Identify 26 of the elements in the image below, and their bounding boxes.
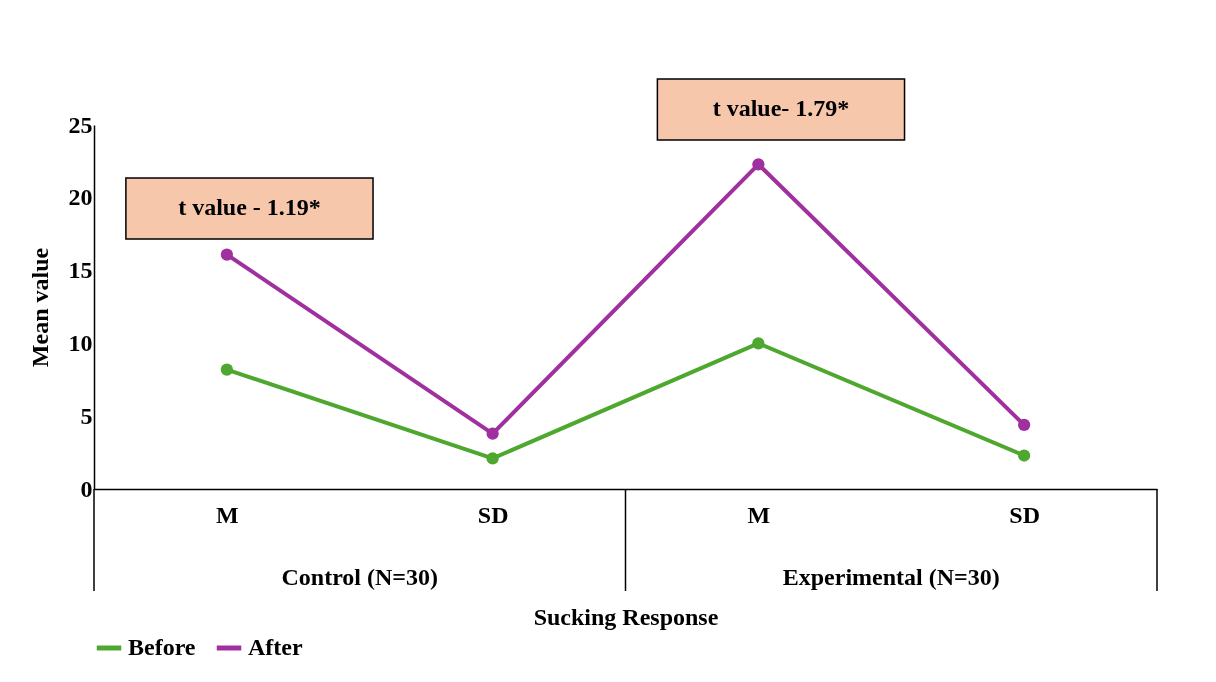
y-tick-label: 25 — [68, 111, 93, 138]
text: Experimental (N=30) — [782, 564, 1000, 590]
text: t value- 1.79* — [712, 95, 850, 121]
x-axis-title: Sucking Response — [533, 603, 719, 630]
y-tick-label: 0 — [80, 475, 93, 502]
point — [1018, 418, 1031, 432]
x-tick-label: M — [216, 501, 239, 528]
text: Control (N=30) — [281, 564, 439, 590]
point — [486, 452, 499, 465]
point — [486, 427, 499, 440]
x-tick-label: SD — [477, 501, 509, 528]
legend-label: After — [248, 634, 303, 660]
y-tick-label: 10 — [68, 329, 93, 356]
y-tick-label: 20 — [68, 184, 93, 211]
y-tick-label: 5 — [80, 402, 93, 429]
annotation: t value - 1.19* — [178, 194, 321, 220]
x-tick-label: M — [747, 501, 771, 528]
x-tick-label: SD — [1009, 501, 1040, 528]
point — [220, 248, 233, 261]
point — [752, 158, 765, 171]
point — [752, 337, 765, 350]
point — [1018, 449, 1031, 462]
point — [220, 363, 233, 376]
legend-label: Before — [128, 634, 196, 660]
y-axis-title: Mean value — [26, 247, 53, 368]
y-tick-label: 15 — [68, 257, 93, 284]
